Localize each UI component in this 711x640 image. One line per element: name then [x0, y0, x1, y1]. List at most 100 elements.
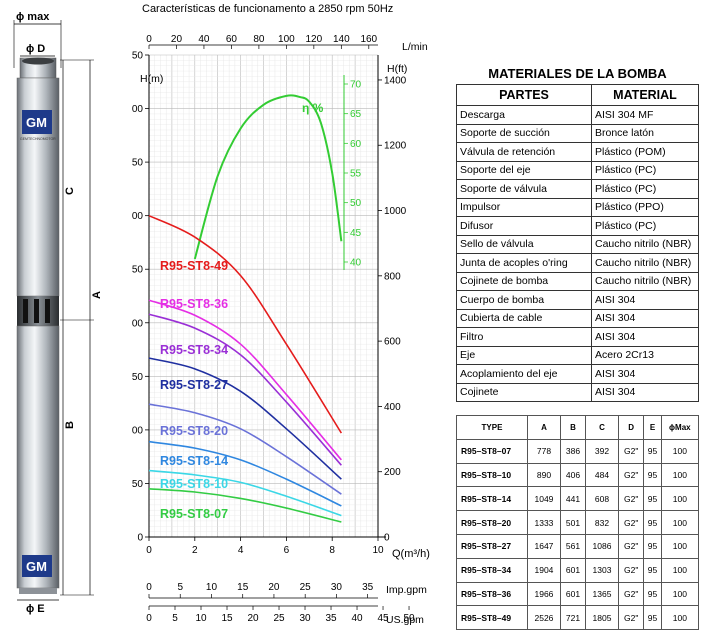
phi-e-label: ϕ E [26, 603, 45, 615]
x-tick-label: 2 [192, 545, 198, 556]
dim-value: 2526 [527, 605, 561, 631]
dim-value: G2" [617, 510, 645, 535]
series-label: R95-ST8-49 [160, 259, 228, 273]
materials-table: MATERIALES DE LA BOMBA PARTES MATERIAL De… [456, 62, 699, 402]
imp-gpm-label: Imp.gpm [386, 584, 427, 596]
materials-row: Cojinete AISI 304 [456, 382, 699, 402]
dim-value: 1049 [527, 486, 561, 512]
dim-head-cell: D [617, 415, 645, 440]
dim-value: 100 [660, 438, 700, 464]
dim-value: 392 [585, 438, 619, 464]
imp-tick-label: 15 [237, 582, 249, 593]
dim-row: R95–ST8–27 1647 561 1086 G2" 95 100 [456, 533, 700, 559]
materials-row: Soporte de succión Bronce latón [456, 123, 699, 143]
y-left-tick-label: 0 [137, 533, 143, 544]
dim-value: 100 [660, 486, 700, 512]
x-tick-label: 4 [238, 545, 244, 556]
head-curve-r95-st8-14 [148, 440, 342, 507]
materials-material: AISI 304 [591, 308, 699, 328]
x-top-tick-label: 100 [278, 34, 295, 45]
materials-material: Plástico (POM) [591, 142, 699, 162]
materials-material: Bronce latón [591, 123, 699, 143]
materials-part: Filtro [456, 327, 592, 347]
materials-row: Acoplamiento del eje AISI 304 [456, 364, 699, 384]
materials-part: Junta de acoples o'ring [456, 253, 592, 273]
materials-material: Plástico (PC) [591, 216, 699, 236]
x-tick-label: 0 [146, 545, 152, 556]
head-curve-r95-st8-36 [148, 299, 342, 461]
dim-type: R95–ST8–49 [456, 605, 528, 631]
materials-row: Válvula de retención Plástico (POM) [456, 142, 699, 162]
us-tick-label: 50 [403, 613, 415, 624]
dim-value: 1333 [527, 510, 561, 535]
pump-logo-top: GM [26, 115, 47, 130]
materials-row: Soporte de válvula Plástico (PC) [456, 179, 699, 199]
materials-material: Caucho nitrilo (NBR) [591, 253, 699, 273]
dim-value: 100 [660, 581, 700, 607]
y-left-tick-label: 200 [132, 318, 143, 329]
head-curve-r95-st8-27 [148, 357, 342, 480]
x-top-tick-label: 40 [198, 34, 210, 45]
series-label: R95-ST8-36 [160, 297, 228, 311]
dim-value: 95 [643, 510, 662, 535]
pump-logo-bottom: GM [26, 559, 47, 574]
eff-tick-label: 40 [350, 258, 362, 269]
materials-part: Impulsor [456, 197, 592, 217]
dim-value: 100 [660, 462, 700, 488]
us-gpm-label: US.gpm [386, 614, 424, 626]
materials-part: Cojinete de bomba [456, 271, 592, 291]
dim-type: R95–ST8–34 [456, 557, 528, 583]
us-tick-label: 5 [172, 613, 178, 624]
materials-head-parts: PARTES [456, 84, 592, 106]
dim-value: 1647 [527, 533, 561, 559]
dim-value: 601 [559, 557, 587, 583]
head-curve-r95-st8-20 [148, 403, 342, 495]
dim-value: 1365 [585, 581, 619, 607]
dim-value: 601 [559, 581, 587, 607]
series-label: R95-ST8-34 [160, 343, 228, 357]
x-tick-label: 10 [372, 545, 384, 556]
materials-row: Soporte del eje Plástico (PC) [456, 160, 699, 180]
dim-head-cell: A [527, 415, 561, 440]
y-right-tick-label: 600 [384, 337, 401, 348]
materials-material: Caucho nitrilo (NBR) [591, 234, 699, 254]
dim-value: 406 [559, 462, 587, 488]
y-left-tick-label: 100 [132, 425, 143, 436]
dim-type: R95–ST8–27 [456, 533, 528, 559]
dim-value: 95 [643, 605, 662, 631]
imp-tick-label: 25 [300, 582, 312, 593]
imp-tick-label: 35 [362, 582, 374, 593]
dim-value: 561 [559, 533, 587, 559]
dim-value: G2" [617, 462, 645, 488]
dim-value: G2" [617, 486, 645, 512]
materials-material: AISI 304 [591, 290, 699, 310]
dim-head-cell: E [643, 415, 662, 440]
x-top-tick-label: 120 [306, 34, 323, 45]
phi-d-label: ϕ D [26, 43, 45, 55]
dim-value: 95 [643, 581, 662, 607]
y-left-label: H(m) [140, 73, 163, 85]
performance-chart: 0204060801001201401600246810050100150200… [132, 3, 430, 626]
head-curve-r95-st8-10 [148, 469, 342, 517]
materials-row: Sello de válvula Caucho nitrilo (NBR) [456, 234, 699, 254]
dim-value: 1805 [585, 605, 619, 631]
materials-material: AISI 304 [591, 364, 699, 384]
eff-tick-label: 65 [350, 109, 362, 120]
dim-value: 95 [643, 438, 662, 464]
phi-max-label: ϕ max [16, 11, 50, 23]
x-tick-label: 8 [329, 545, 335, 556]
materials-part: Difusor [456, 216, 592, 236]
dim-head-cell: C [585, 415, 619, 440]
materials-row: Cojinete de bomba Caucho nitrilo (NBR) [456, 271, 699, 291]
dim-value: 95 [643, 462, 662, 488]
y-right-tick-label: 200 [384, 467, 401, 478]
y-right-label: H(ft) [387, 63, 407, 75]
materials-material: Plástico (PC) [591, 179, 699, 199]
dim-label-c: C [64, 187, 76, 195]
y-right-tick-label: 1200 [384, 141, 407, 152]
dim-type: R95–ST8–36 [456, 581, 528, 607]
x-top-tick-label: 0 [146, 34, 152, 45]
x-top-label: L/min [402, 41, 428, 53]
head-curve-r95-st8-34 [148, 313, 342, 466]
head-curve-r95-st8-07 [148, 488, 342, 523]
